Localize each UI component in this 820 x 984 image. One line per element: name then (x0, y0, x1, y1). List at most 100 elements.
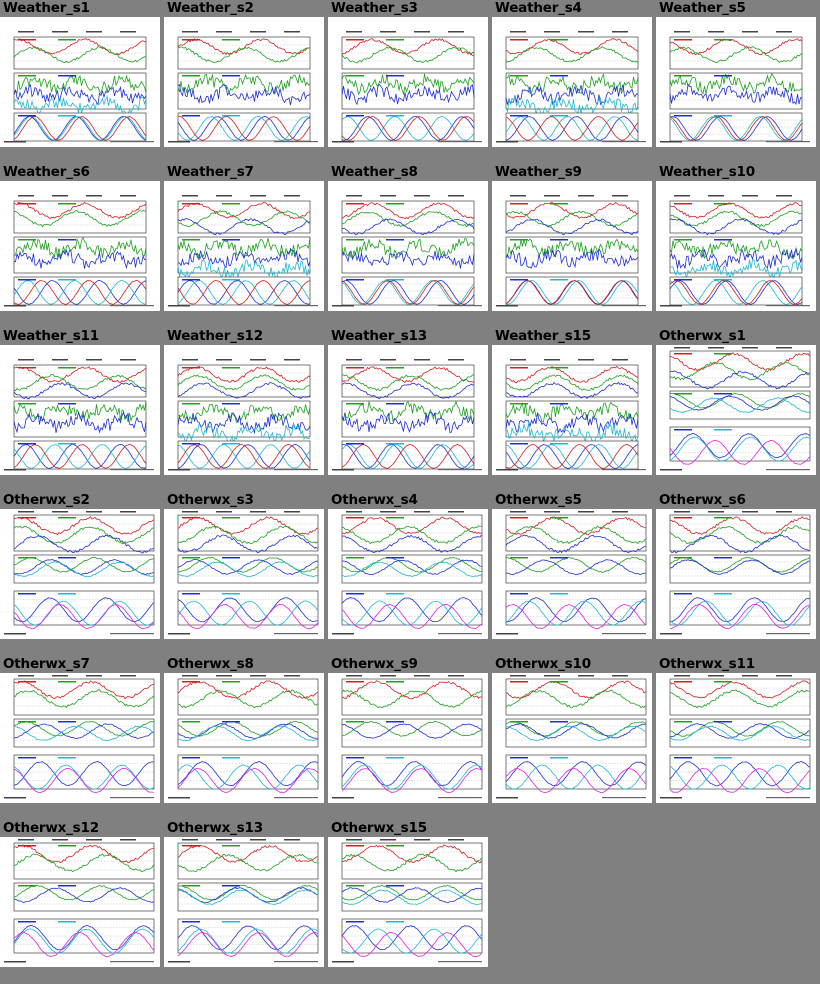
thumbnail-image[interactable] (0, 181, 160, 311)
thumbnail-image[interactable] (164, 509, 324, 639)
thumbnail-image[interactable] (0, 509, 160, 639)
thumbnail-title: Otherwx_s6 (659, 492, 746, 508)
thumbnail-image[interactable] (164, 837, 324, 967)
thumbnail-title: Weather_s4 (495, 0, 582, 16)
thumbnail-image[interactable] (656, 17, 816, 147)
thumbnail-otherwx-s2[interactable]: Otherwx_s2 (0, 492, 160, 640)
thumbnail-image[interactable] (656, 673, 816, 803)
plot-thumbnail-graphic (168, 31, 318, 143)
thumbnail-otherwx-s5[interactable]: Otherwx_s5 (492, 492, 652, 640)
thumbnail-image[interactable] (164, 345, 324, 475)
thumbnail-image[interactable] (492, 673, 652, 803)
thumbnail-title: Weather_s7 (167, 164, 254, 180)
thumbnail-weather-s4[interactable]: Weather_s4 (492, 0, 652, 148)
thumbnail-weather-s15[interactable]: Weather_s15 (492, 328, 652, 476)
thumbnail-title: Weather_s11 (3, 328, 99, 344)
thumbnail-weather-s8[interactable]: Weather_s8 (328, 164, 488, 312)
plot-thumbnail-graphic (168, 839, 319, 963)
thumbnail-image[interactable] (492, 17, 652, 147)
thumbnail-image[interactable] (328, 17, 488, 147)
thumbnail-weather-s13[interactable]: Weather_s13 (328, 328, 488, 476)
thumbnail-image[interactable] (328, 673, 488, 803)
thumbnail-otherwx-s12[interactable]: Otherwx_s12 (0, 820, 160, 968)
plot-thumbnail-graphic (4, 359, 154, 471)
plot-thumbnail-graphic (496, 675, 647, 799)
plot-thumbnail-graphic (332, 511, 483, 635)
plot-thumbnail-graphic (660, 195, 810, 307)
thumbnail-title: Otherwx_s11 (659, 656, 755, 672)
thumbnail-title: Otherwx_s2 (3, 492, 90, 508)
thumbnail-image[interactable] (656, 509, 816, 639)
plot-thumbnail-graphic (4, 511, 155, 635)
thumbnail-image[interactable] (0, 673, 160, 803)
thumbnail-image[interactable] (164, 17, 324, 147)
thumbnail-title: Weather_s2 (167, 0, 254, 16)
thumbnail-weather-s3[interactable]: Weather_s3 (328, 0, 488, 148)
plot-thumbnail-graphic (660, 511, 811, 635)
thumbnail-otherwx-s9[interactable]: Otherwx_s9 (328, 656, 488, 804)
thumbnail-weather-s7[interactable]: Weather_s7 (164, 164, 324, 312)
plot-thumbnail-graphic (4, 31, 154, 143)
thumbnail-image[interactable] (0, 17, 160, 147)
thumbnail-image[interactable] (164, 673, 324, 803)
thumbnail-image[interactable] (0, 837, 160, 967)
thumbnail-otherwx-s7[interactable]: Otherwx_s7 (0, 656, 160, 804)
plot-thumbnail-graphic (168, 359, 318, 471)
thumbnail-otherwx-s4[interactable]: Otherwx_s4 (328, 492, 488, 640)
thumbnail-title: Otherwx_s12 (3, 820, 99, 836)
plot-thumbnail-graphic (332, 359, 482, 471)
thumbnail-image[interactable] (656, 345, 816, 475)
thumbnail-weather-s9[interactable]: Weather_s9 (492, 164, 652, 312)
thumbnail-image[interactable] (328, 345, 488, 475)
thumbnail-image[interactable] (328, 509, 488, 639)
thumbnail-otherwx-s6[interactable]: Otherwx_s6 (656, 492, 816, 640)
thumbnail-title: Weather_s8 (331, 164, 418, 180)
thumbnail-image[interactable] (0, 345, 160, 475)
thumbnail-weather-s1[interactable]: Weather_s1 (0, 0, 160, 148)
plot-thumbnail-graphic (4, 839, 155, 963)
thumbnail-title: Weather_s1 (3, 0, 90, 16)
thumbnail-title: Otherwx_s13 (167, 820, 263, 836)
thumbnail-title: Otherwx_s7 (3, 656, 90, 672)
thumbnail-weather-s10[interactable]: Weather_s10 (656, 164, 816, 312)
thumbnail-otherwx-s15[interactable]: Otherwx_s15 (328, 820, 488, 968)
thumbnail-otherwx-s13[interactable]: Otherwx_s13 (164, 820, 324, 968)
thumbnail-image[interactable] (328, 837, 488, 967)
thumbnail-otherwx-s1[interactable]: Otherwx_s1 (656, 328, 816, 476)
plot-thumbnail-graphic (332, 195, 482, 307)
thumbnail-image[interactable] (328, 181, 488, 311)
thumbnail-title: Otherwx_s5 (495, 492, 582, 508)
thumbnail-weather-s6[interactable]: Weather_s6 (0, 164, 160, 312)
plot-thumbnail-graphic (332, 31, 482, 143)
thumbnail-title: Otherwx_s3 (167, 492, 254, 508)
thumbnail-title: Otherwx_s9 (331, 656, 418, 672)
thumbnail-title: Weather_s3 (331, 0, 418, 16)
thumbnail-weather-s5[interactable]: Weather_s5 (656, 0, 816, 148)
thumbnail-title: Weather_s6 (3, 164, 90, 180)
thumbnail-image[interactable] (492, 181, 652, 311)
thumbnail-otherwx-s8[interactable]: Otherwx_s8 (164, 656, 324, 804)
plot-thumbnail-graphic (4, 675, 155, 799)
plot-thumbnail-graphic (660, 31, 810, 143)
thumbnail-title: Otherwx_s1 (659, 328, 746, 344)
thumbnail-weather-s11[interactable]: Weather_s11 (0, 328, 160, 476)
thumbnail-image[interactable] (492, 509, 652, 639)
thumbnail-image[interactable] (492, 345, 652, 475)
plot-thumbnail-graphic (332, 839, 483, 963)
thumbnail-otherwx-s11[interactable]: Otherwx_s11 (656, 656, 816, 804)
thumbnail-title: Weather_s13 (331, 328, 427, 344)
thumbnail-weather-s2[interactable]: Weather_s2 (164, 0, 324, 148)
thumbnail-title: Otherwx_s15 (331, 820, 427, 836)
thumbnail-otherwx-s3[interactable]: Otherwx_s3 (164, 492, 324, 640)
plot-thumbnail-graphic (168, 195, 318, 307)
plot-thumbnail-graphic (496, 511, 647, 635)
thumbnail-image[interactable] (164, 181, 324, 311)
thumbnail-image[interactable] (656, 181, 816, 311)
plot-thumbnail-graphic (496, 195, 646, 307)
plot-thumbnail-graphic (4, 195, 154, 307)
thumbnail-title: Otherwx_s10 (495, 656, 591, 672)
thumbnail-title: Otherwx_s8 (167, 656, 254, 672)
plot-thumbnail-graphic (660, 347, 811, 471)
thumbnail-otherwx-s10[interactable]: Otherwx_s10 (492, 656, 652, 804)
thumbnail-weather-s12[interactable]: Weather_s12 (164, 328, 324, 476)
